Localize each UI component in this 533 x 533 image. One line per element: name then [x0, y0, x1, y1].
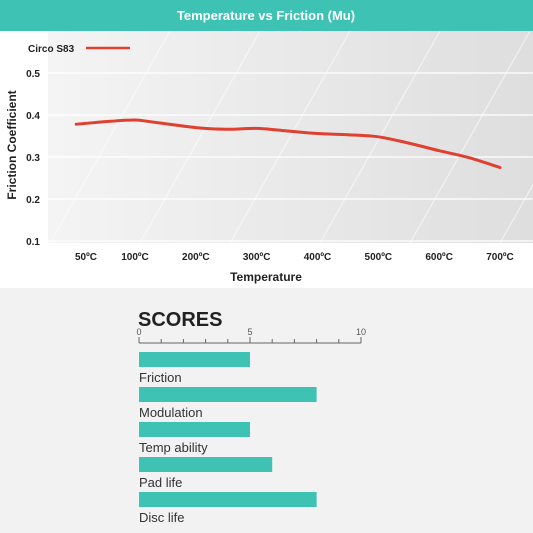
x-tick-label: 700ºC [486, 252, 514, 263]
score-bar [139, 352, 250, 367]
score-label: Disc life [139, 510, 185, 525]
score-bar [139, 387, 317, 402]
x-tick-label: 50ºC [75, 252, 97, 263]
chart-title: Temperature vs Friction (Mu) [177, 8, 355, 23]
x-tick-label: 500ºC [365, 252, 393, 263]
score-bar [139, 492, 317, 507]
scores-axis: 0 5 10 [136, 327, 366, 344]
x-tick-labels: 50ºC 100ºC 200ºC 300ºC 400ºC 500ºC 600ºC 700ºC [75, 252, 514, 263]
chart-header [0, 0, 533, 31]
scores-chart: SCORES 0 5 10 Friction Modulation Temp abili… [136, 309, 366, 525]
score-label: Modulation [139, 405, 203, 420]
gridlines [48, 72, 533, 242]
background-diagonals [49, 30, 533, 244]
scores-tick-label: 5 [247, 327, 252, 337]
friction-chart: Temperature vs Friction (Mu) Circo S83 0… [0, 0, 533, 284]
y-tick-label: 0.3 [26, 153, 40, 164]
diagonal-band [499, 183, 533, 244]
legend-label: Circo S83 [28, 44, 75, 55]
y-tick-label: 0.4 [26, 111, 40, 122]
scores-tick-label: 10 [356, 327, 366, 337]
score-row: Pad life [139, 457, 273, 490]
score-label: Pad life [139, 475, 182, 490]
diagonal-band [139, 30, 261, 244]
x-tick-label: 300ºC [243, 252, 271, 263]
score-row: Friction [139, 352, 250, 385]
scores-title: SCORES [138, 309, 222, 331]
x-tick-label: 600ºC [425, 252, 453, 263]
score-label: Friction [139, 370, 182, 385]
y-tick-label: 0.5 [26, 69, 40, 80]
y-tick-label: 0.2 [26, 195, 40, 206]
score-row: Temp ability [139, 422, 250, 455]
series-line-circo-s83 [74, 118, 502, 169]
score-label: Temp ability [139, 440, 208, 455]
score-bar [139, 457, 273, 472]
x-tick-label: 200ºC [182, 252, 210, 263]
scores-tick-label: 0 [136, 327, 141, 337]
score-bar [139, 422, 250, 437]
y-tick-labels: 0.1 0.2 0.3 0.4 0.5 [26, 69, 40, 248]
x-axis-label: Temperature [230, 270, 302, 284]
legend: Circo S83 [28, 44, 130, 55]
score-row: Modulation [139, 387, 317, 420]
scores-bars: Friction Modulation Temp ability Pad life Di… [139, 352, 317, 525]
y-tick-label: 0.1 [26, 237, 40, 248]
y-axis-label: Friction Coefficient [5, 90, 19, 199]
diagonal-band [409, 30, 531, 244]
diagonal-band [229, 30, 351, 244]
x-tick-label: 100ºC [121, 252, 149, 263]
diagonal-band [49, 30, 171, 244]
score-row: Disc life [139, 492, 317, 525]
x-tick-label: 400ºC [304, 252, 332, 263]
scores-panel: SCORES 0 5 10 Friction Modulation Temp abili… [0, 288, 533, 533]
